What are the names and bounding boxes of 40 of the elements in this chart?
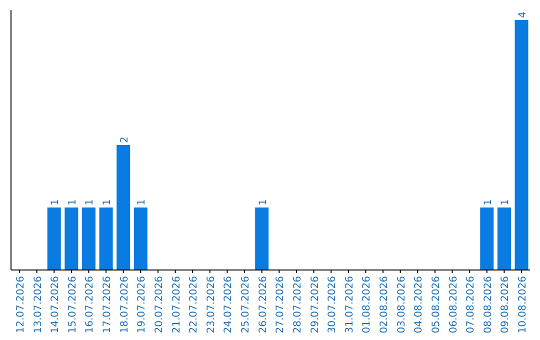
x-tick-label: 27.07.2026	[275, 276, 286, 334]
x-tick-label: 22.07.2026	[188, 276, 200, 334]
x-tick-label: 13.07.2026	[32, 276, 44, 334]
x-tick-label: 20.07.2026	[154, 276, 165, 334]
x-tick-label: 12.07.2026	[15, 276, 26, 334]
data-label: 1	[84, 199, 96, 206]
x-tick-label: 28.07.2026	[292, 276, 304, 334]
data-label: 1	[500, 199, 512, 206]
data-label: 1	[136, 199, 148, 206]
x-tick-label: 15.07.2026	[67, 276, 78, 334]
x-tick-label: 16.07.2026	[84, 276, 96, 334]
x-tick-label: 21.07.2026	[171, 276, 182, 334]
x-tick-label: 07.08.2026	[466, 276, 477, 334]
x-tick-label: 26.07.2026	[258, 276, 269, 334]
x-tick-label: 05.08.2026	[430, 276, 442, 334]
x-tick-label: 09.08.2026	[500, 276, 512, 334]
x-tick-label: 08.08.2026	[482, 276, 494, 334]
data-label: 1	[50, 199, 62, 206]
data-label: 1	[67, 199, 78, 206]
x-tick-label: 01.08.2026	[362, 276, 373, 334]
x-tick-label: 29.07.2026	[310, 276, 321, 334]
x-tick-label: 04.08.2026	[414, 276, 425, 334]
x-tick-label: 24.07.2026	[223, 276, 234, 334]
x-tick-label: 17.07.2026	[102, 276, 114, 334]
data-label: 1	[102, 199, 114, 206]
x-tick-label: 10.08.2026	[518, 276, 529, 334]
x-tick-label: 25.07.2026	[240, 276, 252, 334]
x-tick-label: 31.07.2026	[344, 276, 356, 334]
data-label: 2	[119, 136, 130, 143]
data-label: 1	[482, 199, 494, 206]
x-tick-label: 02.08.2026	[379, 276, 390, 334]
x-tick-label: 14.07.2026	[50, 276, 62, 334]
x-tick-label: 30.07.2026	[327, 276, 338, 334]
x-tick-label: 03.08.2026	[396, 276, 408, 334]
x-tick-label: 18.07.2026	[119, 276, 130, 334]
data-label: 1	[258, 199, 269, 206]
data-label: 4	[518, 12, 529, 18]
x-tick-label: 19.07.2026	[136, 276, 148, 334]
x-tick-label: 23.07.2026	[206, 276, 217, 334]
x-tick-label: 06.08.2026	[448, 276, 460, 334]
